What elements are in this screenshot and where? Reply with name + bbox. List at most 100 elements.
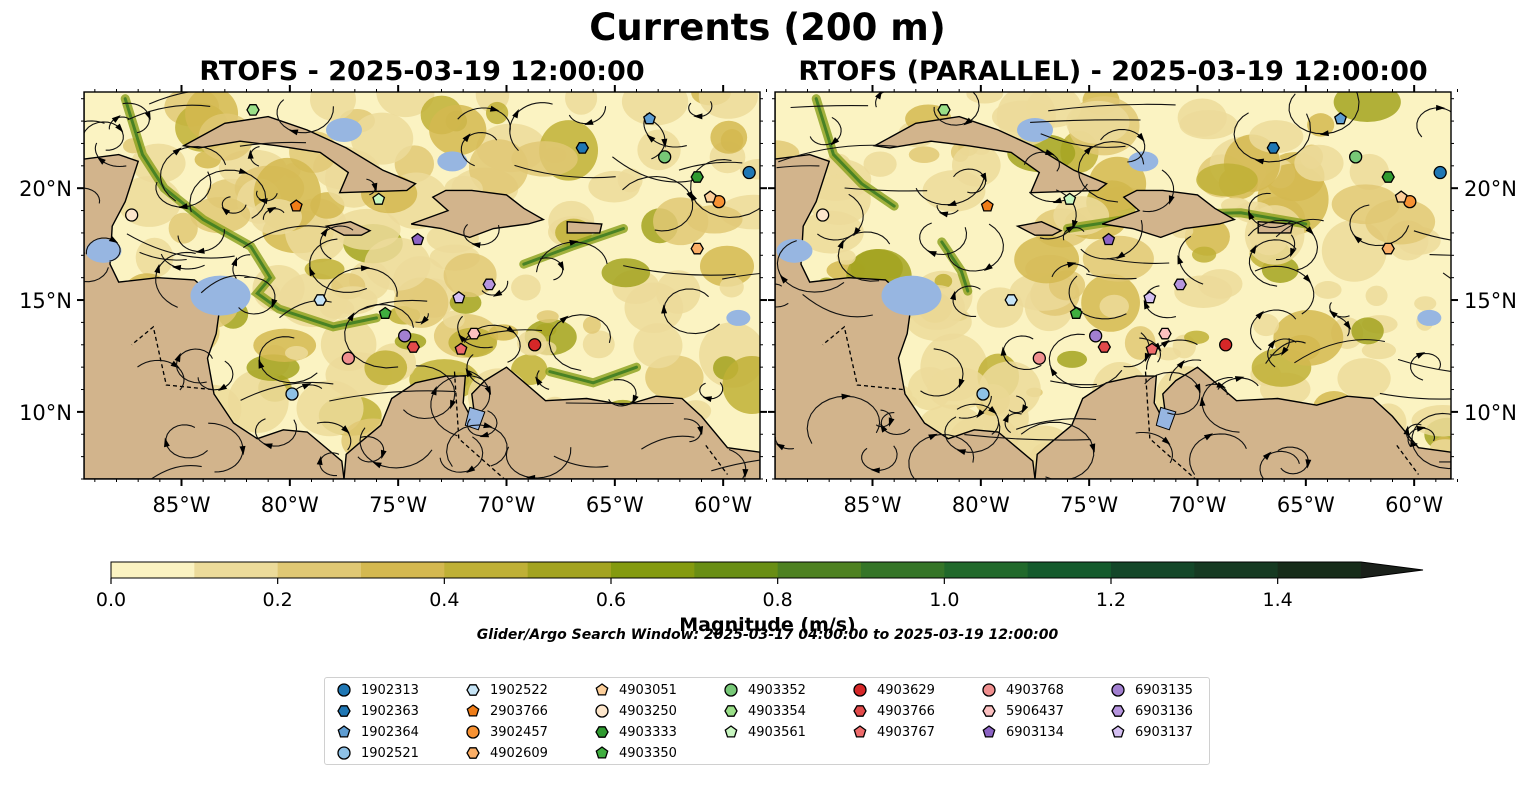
land [181, 115, 417, 194]
legend-item: 4903350 [593, 743, 677, 763]
legend-marker [595, 683, 609, 696]
country-border [1396, 445, 1420, 475]
legend-marker [982, 683, 996, 697]
streamline-arrow [880, 423, 888, 433]
speed-contour [966, 92, 1004, 104]
streamline-arrow [174, 352, 181, 363]
colorbar-band [611, 562, 695, 578]
speed-contour [1192, 246, 1217, 263]
colorbar-band [1277, 562, 1362, 578]
speed-contour [1057, 350, 1088, 368]
float-marker-2903766 [980, 199, 994, 212]
streamline [139, 251, 187, 261]
legend-item: 4903766 [851, 701, 935, 721]
speed-contour [1066, 100, 1130, 144]
legend-item: 4903354 [722, 701, 806, 721]
streamline-arrow [231, 256, 237, 267]
colorbar-band [361, 562, 445, 578]
legend-item: 6903134 [980, 722, 1064, 742]
legend-marker [337, 746, 351, 760]
float-marker-1902313 [1433, 165, 1447, 180]
legend-label: 6903134 [1006, 724, 1064, 740]
legend-label: 1902364 [361, 724, 419, 740]
streamline-arrow [1343, 320, 1352, 330]
float-marker-4903051 [703, 190, 717, 203]
streamline-arrow [465, 368, 473, 378]
x-tick-label: 65°W [1277, 493, 1335, 517]
speed-contour [1351, 317, 1384, 345]
streamline [1429, 254, 1451, 256]
legend-item: 1902521 [335, 743, 419, 763]
streamline-arrow [693, 113, 703, 120]
streamline-arrow [154, 263, 161, 274]
streamline [329, 390, 456, 402]
map-panel-rtofs-parallel [768, 85, 1458, 486]
speed-contour [1253, 313, 1280, 337]
speed-contour [1365, 198, 1436, 245]
legend-marker [1111, 683, 1125, 697]
streamline-arrow [1436, 104, 1446, 111]
streamline-arrow [1415, 352, 1426, 359]
streamline [778, 144, 899, 163]
streamline-arrow [1303, 274, 1312, 284]
x-tick-label: 75°W [369, 493, 427, 517]
float-marker-4903333 [1381, 171, 1395, 183]
streamline-arrow [1050, 367, 1058, 377]
land [775, 92, 1036, 479]
streamline-arrow [1290, 247, 1296, 258]
speed-contour [698, 92, 758, 119]
legend-item: 4903250 [593, 701, 677, 721]
legend-label: 6903136 [1135, 703, 1193, 719]
streamline-arrow [1116, 251, 1126, 260]
colorbar-band [194, 562, 279, 578]
streamline-arrow [341, 425, 350, 434]
streamline [612, 156, 696, 183]
float-marker-4903333 [690, 171, 704, 183]
streamline-arrow [1168, 195, 1175, 205]
streamline-arrow [559, 315, 569, 324]
float-marker-4903250 [125, 208, 139, 222]
land [84, 92, 345, 479]
float-legend: 1902313 1902363 1902364 1902521 1902522 29037… [324, 677, 1210, 765]
float-marker-1902363 [575, 142, 590, 154]
float-marker-1902521 [976, 387, 990, 401]
legend-marker-6903136 [1111, 705, 1125, 717]
streamline-arrow [988, 406, 997, 415]
streamline-arrow [483, 422, 493, 429]
streamline-arrow [320, 227, 328, 237]
streamline [84, 252, 109, 283]
streamline [553, 455, 609, 468]
streamline-arrow [404, 74, 413, 80]
x-tick-label: 85°W [153, 493, 211, 517]
colorbar-band [1111, 562, 1195, 578]
legend-marker [1111, 705, 1125, 717]
shallow-water [776, 238, 813, 263]
streamline-arrow [360, 265, 370, 272]
legend-label: 6903135 [1135, 682, 1193, 698]
float-marker-1902521 [285, 387, 299, 401]
legend-marker-1902521 [337, 746, 351, 760]
float-marker-4903352 [658, 150, 672, 164]
streamline-arrow [372, 462, 382, 469]
streamline-arrow [1305, 459, 1312, 469]
streamline-arrow [830, 137, 840, 146]
streamline [790, 104, 869, 109]
speed-contour [978, 361, 1041, 418]
speed-contour [908, 146, 940, 164]
streamline-arrow [661, 304, 668, 314]
colorbar-tick-label: 1.4 [1263, 589, 1293, 611]
float-marker-1902364 [643, 111, 656, 125]
float-marker-1902522 [313, 294, 327, 306]
streamline [775, 283, 789, 308]
float-marker-4903766 [406, 341, 421, 353]
streamline-arrow [1267, 339, 1276, 349]
speed-contour [720, 129, 744, 153]
speed-contour [582, 330, 615, 359]
legend-item: 4903561 [722, 722, 806, 742]
legend-marker-1902313 [337, 683, 351, 697]
lake [464, 406, 486, 431]
speed-contour [1321, 219, 1387, 282]
legend-marker [982, 725, 996, 738]
streamline-arrow [170, 360, 180, 369]
legend-marker [595, 704, 609, 718]
